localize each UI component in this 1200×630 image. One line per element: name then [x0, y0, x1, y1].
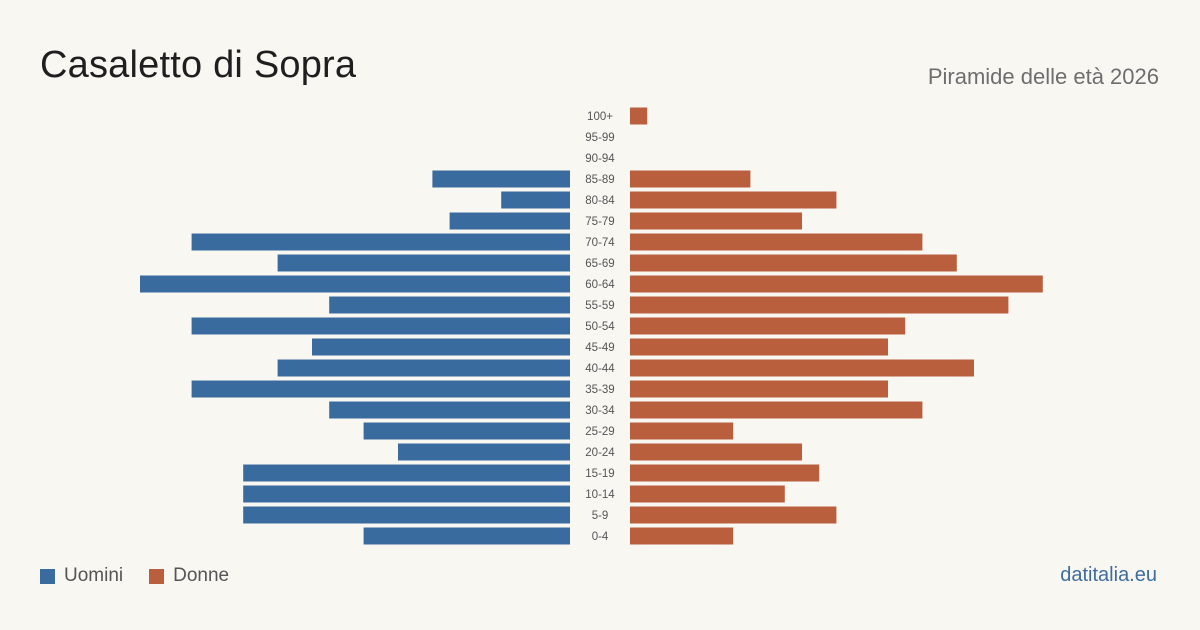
age-label-25-29: 25-29	[585, 426, 614, 438]
bar-women-20-24	[630, 443, 802, 461]
bar-men-20-24	[398, 443, 570, 461]
age-label-75-79: 75-79	[585, 216, 614, 228]
age-label-35-39: 35-39	[585, 384, 614, 396]
age-label-70-74: 70-74	[585, 237, 615, 249]
age-label-20-24: 20-24	[585, 447, 615, 459]
men-bars	[140, 170, 570, 545]
age-group-labels: 100+ 95-99 90-94 85-89 80-84 75-79 70-74 65-69 6…	[585, 111, 615, 543]
women-bars	[630, 107, 1043, 545]
bar-women-30-34	[630, 401, 923, 419]
bar-women-60-64	[630, 275, 1043, 293]
bar-men-40-44	[277, 359, 570, 377]
bar-men-45-49	[312, 338, 570, 356]
age-label-40-44: 40-44	[585, 363, 615, 375]
bar-women-0-4	[630, 527, 734, 545]
age-label-80-84: 80-84	[585, 195, 615, 207]
age-label-65-69: 65-69	[585, 258, 614, 270]
bar-women-10-14	[630, 485, 785, 503]
age-label-15-19: 15-19	[585, 468, 614, 480]
age-label-50-54: 50-54	[585, 321, 615, 333]
bar-women-40-44	[630, 359, 974, 377]
bar-women-55-59	[630, 296, 1009, 314]
bar-women-70-74	[630, 233, 923, 251]
legend-label-men: Uomini	[64, 565, 124, 586]
bar-women-75-79	[630, 212, 802, 230]
bar-women-100+	[630, 107, 648, 125]
bar-women-35-39	[630, 380, 888, 398]
age-label-0-4: 0-4	[592, 531, 609, 543]
age-label-30-34: 30-34	[585, 405, 615, 417]
age-label-5-9: 5-9	[592, 510, 609, 522]
bar-men-85-89	[432, 170, 570, 188]
legend-item-men: Uomini	[40, 565, 123, 587]
age-label-60-64: 60-64	[585, 279, 615, 291]
age-label-90-94: 90-94	[585, 153, 615, 165]
age-label-95-99: 95-99	[585, 132, 614, 144]
bar-men-0-4	[363, 527, 570, 545]
bar-women-65-69	[630, 254, 957, 272]
chart-subtitle: Piramide delle età 2026	[927, 64, 1159, 89]
age-label-10-14: 10-14	[585, 489, 615, 501]
bar-men-25-29	[363, 422, 570, 440]
bar-men-65-69	[277, 254, 570, 272]
bar-women-50-54	[630, 317, 906, 335]
age-label-85-89: 85-89	[585, 174, 614, 186]
bar-men-50-54	[191, 317, 570, 335]
bar-women-5-9	[630, 506, 837, 524]
bar-men-55-59	[329, 296, 570, 314]
legend-label-women: Donne	[173, 565, 230, 586]
bar-men-80-84	[501, 191, 570, 209]
brand-link[interactable]: datitalia.eu	[1060, 564, 1157, 586]
bar-men-60-64	[140, 275, 570, 293]
bar-men-15-19	[243, 464, 570, 482]
age-label-45-49: 45-49	[585, 342, 614, 354]
bar-men-35-39	[191, 380, 570, 398]
bar-women-15-19	[630, 464, 820, 482]
bar-women-25-29	[630, 422, 734, 440]
legend-swatch-men	[40, 568, 55, 584]
bar-men-10-14	[243, 485, 570, 503]
bar-men-5-9	[243, 506, 570, 524]
page-title: Casaletto di Sopra	[40, 44, 357, 86]
bar-women-80-84	[630, 191, 837, 209]
legend: Uomini Donne	[40, 565, 255, 587]
bar-men-75-79	[449, 212, 570, 230]
bar-women-85-89	[630, 170, 751, 188]
age-label-100+: 100+	[587, 111, 613, 123]
bar-men-70-74	[191, 233, 570, 251]
legend-swatch-women	[149, 568, 165, 584]
bar-women-45-49	[630, 338, 888, 356]
legend-item-women: Donne	[149, 565, 229, 587]
age-label-55-59: 55-59	[585, 300, 614, 312]
bar-men-30-34	[329, 401, 570, 419]
